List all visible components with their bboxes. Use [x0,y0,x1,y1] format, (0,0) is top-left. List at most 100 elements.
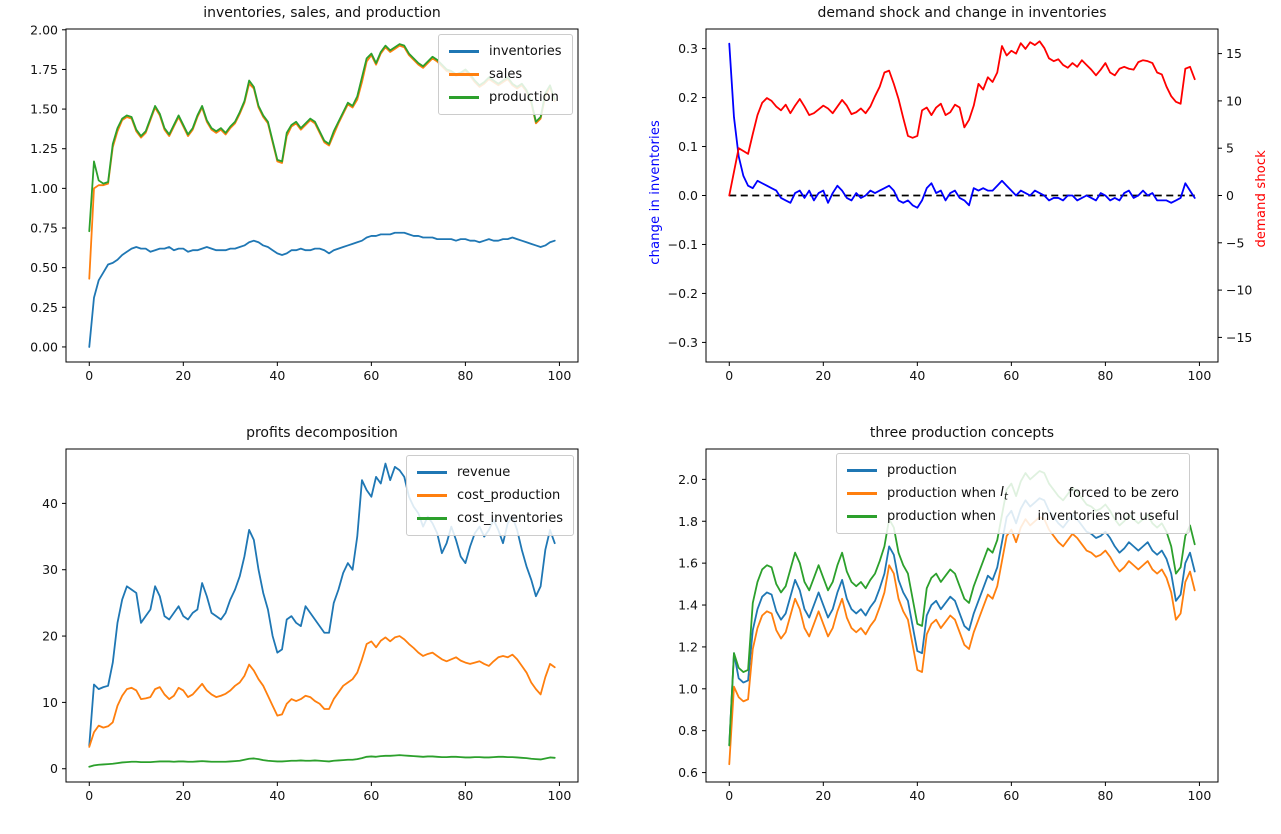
legend-entry: production when It forced to be zero [847,482,1179,505]
legend-label-suffix: inventories not useful [1037,509,1179,524]
y-axis-ticks-right: 15 10 5 0 −5 −10 −15 [1218,46,1252,345]
svg-text:−15: −15 [1226,330,1252,345]
svg-text:−10: −10 [1226,283,1252,298]
svg-text:5: 5 [1226,141,1234,156]
svg-text:0: 0 [85,368,93,383]
svg-text:0.00: 0.00 [30,339,58,354]
legend-label: cost_inventories [457,511,564,526]
svg-text:0: 0 [50,761,58,776]
legend-entry: production [847,459,1179,482]
svg-text:0.75: 0.75 [30,221,58,236]
svg-text:20: 20 [42,629,58,644]
plot-demand-shock-change-in-inventories: 0 20 40 60 80 1000.30.20.10.0−0.1−0.2−0.31510… [668,28,1252,383]
cost-production-line [88,635,556,748]
svg-text:0.6: 0.6 [678,765,698,780]
change-in-inventories-line [728,42,1196,209]
legend-entry: revenue [417,461,563,484]
svg-text:1.0: 1.0 [678,681,698,696]
svg-text:20: 20 [175,368,191,383]
svg-text:0.25: 0.25 [30,300,58,315]
legend-line-swatch [449,50,479,53]
svg-text:80: 80 [457,788,473,803]
legend-entry: sales [449,63,562,86]
svg-text:1.25: 1.25 [30,141,58,156]
svg-text:1.4: 1.4 [678,598,698,613]
legend-label: production [489,90,559,105]
svg-text:0.0: 0.0 [678,188,698,203]
svg-text:100: 100 [547,788,571,803]
axes-spines [705,448,1219,783]
legend-line-swatch [417,494,447,497]
axes-spines [65,448,579,783]
demand-shock-line [728,40,1196,197]
legend-line-swatch [449,96,479,99]
svg-text:40: 40 [909,368,925,383]
x-axis-ticks: 0 20 40 60 80 100 [85,782,571,803]
chart-title-bottom-left: profits decomposition [246,425,398,441]
legend-label: production when [887,486,1001,501]
legend-line-swatch [417,517,447,520]
legend-entry: production [449,86,562,109]
svg-text:60: 60 [1003,788,1019,803]
legend-line-swatch [847,492,877,495]
legend-entry: cost_production [417,484,563,507]
svg-text:1.50: 1.50 [30,102,58,117]
svg-text:0.8: 0.8 [678,723,698,738]
legend-label: sales [489,67,523,82]
legend-line-swatch [847,469,877,472]
svg-text:20: 20 [815,788,831,803]
svg-text:30: 30 [42,562,58,577]
svg-text:1.6: 1.6 [678,556,698,571]
svg-text:1.75: 1.75 [30,62,58,77]
cost-inventories-line [88,754,556,768]
legend-line-swatch [449,73,479,76]
svg-text:0: 0 [725,788,733,803]
svg-text:10: 10 [1226,93,1242,108]
legend-label-suffix: forced to be zero [1068,486,1179,501]
production-line [728,497,1196,747]
svg-text:60: 60 [363,788,379,803]
svg-text:0: 0 [725,368,733,383]
svg-text:1.00: 1.00 [30,181,58,196]
svg-text:−5: −5 [1226,235,1244,250]
chart-title-bottom-right: three production concepts [869,425,1055,441]
y-axis-ticks-left: 0.3 0.2 0.1 0.0 −0.1 −0.2 −0.3 [668,41,706,350]
svg-text:0: 0 [1226,188,1234,203]
legend-line-swatch [847,515,877,518]
svg-text:1.8: 1.8 [678,514,698,529]
svg-text:80: 80 [457,368,473,383]
svg-text:20: 20 [175,788,191,803]
chart-title-top-right: demand shock and change in inventories [817,5,1107,21]
y-axis-ticks-left: 0 10 20 30 40 [42,496,66,776]
svg-text:100: 100 [1187,368,1211,383]
svg-text:0.50: 0.50 [30,260,58,275]
x-axis-ticks: 0 20 40 60 80 100 [725,362,1211,383]
svg-text:100: 100 [1187,788,1211,803]
inventories-line [88,231,556,348]
svg-text:40: 40 [269,368,285,383]
svg-text:2.0: 2.0 [678,472,698,487]
legend-line-swatch [417,471,447,474]
x-axis-ticks: 0 20 40 60 80 100 [85,362,571,383]
math-symbol-It: It [1000,484,1008,503]
legend-bottom-right: production production when It forced to be… [836,453,1190,534]
axes-spines [65,28,579,363]
svg-text:−0.2: −0.2 [668,286,698,301]
legend-label: production [887,463,957,478]
svg-text:−0.3: −0.3 [668,335,698,350]
svg-text:2.00: 2.00 [30,22,58,37]
svg-text:15: 15 [1226,46,1242,61]
svg-text:0.3: 0.3 [678,41,698,56]
svg-text:40: 40 [909,788,925,803]
svg-text:100: 100 [547,368,571,383]
y-axis-ticks-left: 0.00 0.25 0.50 0.75 1.00 1.25 1.50 1.75 2.00 [30,22,66,354]
legend-label: production when [887,509,997,524]
svg-text:1.2: 1.2 [678,639,698,654]
production-when-i-t-forced-to-be-zero-line [728,516,1196,766]
legend-top-left: inventories sales production [438,34,573,115]
x-axis-ticks: 0 20 40 60 80 100 [725,782,1211,803]
legend-entry: production when inventories not useful [847,505,1179,528]
legend-entry: cost_inventories [417,507,563,530]
legend-label: inventories [489,44,562,59]
legend-label: revenue [457,465,511,480]
